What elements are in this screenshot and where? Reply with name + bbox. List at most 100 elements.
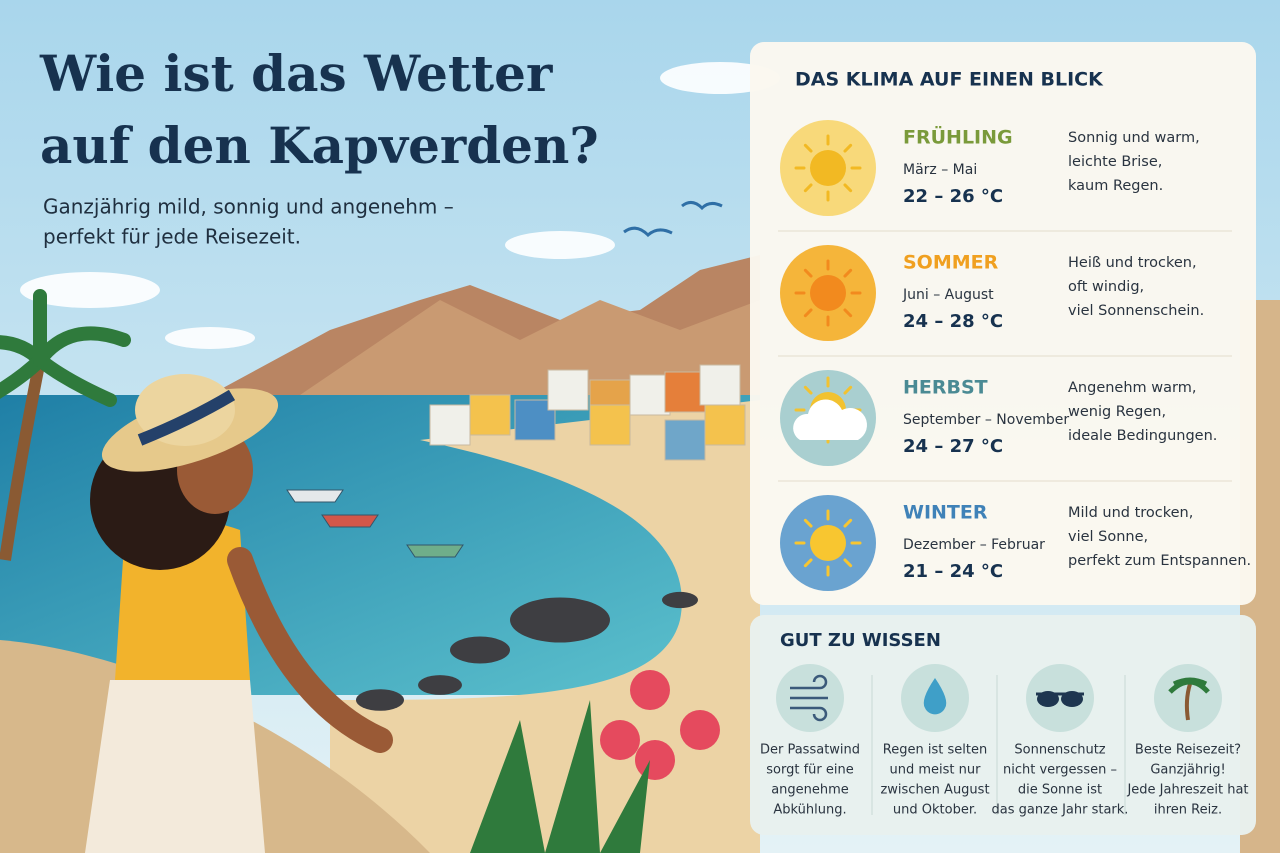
house xyxy=(664,419,706,461)
cloud-icon xyxy=(793,399,867,440)
season-description: ideale Bedingungen. xyxy=(1068,428,1217,444)
tip-icon-bg xyxy=(1026,664,1094,732)
season-description: viel Sonnenschein. xyxy=(1068,303,1204,319)
bird xyxy=(623,226,673,238)
sun-ray xyxy=(843,143,853,153)
sun xyxy=(810,150,846,186)
sun-ray xyxy=(803,385,813,395)
sun-ray xyxy=(843,558,853,568)
subtitle-line: perfekt für jede Reisezeit. xyxy=(43,225,301,249)
woman-arm xyxy=(227,547,393,753)
cloud xyxy=(20,272,160,308)
tip-text: Jede Jahreszeit hat xyxy=(1126,783,1248,798)
climate-panel: DAS KLIMA AUF EINEN BLICK FRÜHLING März – … xyxy=(750,42,1256,835)
title-line: auf den Kapverden? xyxy=(40,116,599,175)
season-name: HERBST xyxy=(903,377,988,399)
season-description: oft windig, xyxy=(1068,279,1144,295)
rock xyxy=(510,597,610,643)
season-temps: 22 – 26 °C xyxy=(903,186,1003,207)
rock xyxy=(662,591,698,609)
sun-ray xyxy=(803,183,813,193)
house xyxy=(629,374,671,416)
season-months: März – Mai xyxy=(903,162,977,178)
cloud xyxy=(165,327,255,349)
drop-icon xyxy=(923,678,947,715)
season-temps: 24 – 28 °C xyxy=(903,311,1003,332)
sun xyxy=(810,525,846,561)
tips-card xyxy=(750,615,1256,835)
sun-ray xyxy=(803,308,813,318)
season-name: SOMMER xyxy=(903,252,999,274)
flower xyxy=(600,720,640,760)
house xyxy=(547,369,589,411)
tip-text: angenehme xyxy=(771,783,849,798)
tip-text: und meist nur xyxy=(890,763,982,778)
hat-band xyxy=(137,389,236,446)
boat xyxy=(321,514,379,528)
house xyxy=(589,404,631,446)
season-description: perfekt zum Entspannen. xyxy=(1068,553,1251,569)
flower xyxy=(630,670,670,710)
tip-text: nicht vergessen – xyxy=(1003,763,1117,778)
tip-text: Der Passatwind xyxy=(760,743,860,758)
wind-icon xyxy=(790,674,828,690)
tip-text: sorgt für eine xyxy=(766,763,853,778)
flower xyxy=(680,710,720,750)
tip-text: Beste Reisezeit? xyxy=(1135,743,1241,758)
rock xyxy=(418,675,462,695)
season-months: Dezember – Februar xyxy=(903,537,1045,553)
season-description: Angenehm warm, xyxy=(1068,380,1196,396)
sun-ray xyxy=(843,183,853,193)
card xyxy=(750,42,1256,605)
wind-icon xyxy=(790,706,828,722)
season-months: Juni – August xyxy=(902,287,994,303)
tip-text: die Sonne ist xyxy=(1018,783,1102,798)
rock xyxy=(450,636,510,664)
palm-trunk xyxy=(0,358,46,561)
sun-ray xyxy=(803,143,813,153)
house xyxy=(704,404,746,446)
season-description: Mild und trocken, xyxy=(1068,505,1193,521)
season-description: leichte Brise, xyxy=(1068,154,1162,170)
sun-ray xyxy=(843,385,853,395)
woman-skirt xyxy=(85,680,265,853)
boat xyxy=(406,544,464,558)
flower xyxy=(635,740,675,780)
season-temps: 21 – 24 °C xyxy=(903,561,1003,582)
rock xyxy=(356,689,404,711)
cloud xyxy=(505,231,615,259)
boat xyxy=(286,489,344,503)
tip-text: Sonnenschutz xyxy=(1014,743,1105,758)
sun-ray xyxy=(843,308,853,318)
sun-ray xyxy=(803,518,813,528)
subtitle-line: Ganzjährig mild, sonnig und angenehm – xyxy=(43,195,454,219)
season-months: September – November xyxy=(903,412,1069,428)
tip-text: zwischen August xyxy=(880,783,989,798)
sun-ray xyxy=(803,268,813,278)
tip-text: Ganzjährig! xyxy=(1150,763,1225,778)
season-description: Heiß und trocken, xyxy=(1068,255,1197,271)
palm-icon xyxy=(1184,683,1192,721)
agave xyxy=(470,700,650,853)
sun-ray xyxy=(843,518,853,528)
season-description: kaum Regen. xyxy=(1068,178,1163,194)
season-description: wenig Regen, xyxy=(1068,404,1166,420)
tip-text: Regen ist selten xyxy=(883,743,987,758)
tip-text: das ganze Jahr stark. xyxy=(992,803,1129,818)
sun-ray xyxy=(803,558,813,568)
bird xyxy=(681,201,723,211)
house xyxy=(469,394,511,436)
house xyxy=(664,371,706,413)
sun xyxy=(810,275,846,311)
season-name: FRÜHLING xyxy=(903,125,1013,149)
palm-icon xyxy=(1168,677,1210,694)
beach xyxy=(330,400,760,853)
house xyxy=(699,364,741,406)
card-title: DAS KLIMA AUF EINEN BLICK xyxy=(795,69,1104,91)
season-name: WINTER xyxy=(903,502,988,524)
house xyxy=(429,404,471,446)
tips-title: GUT ZU WISSEN xyxy=(780,630,941,651)
sun-ray xyxy=(843,268,853,278)
tip-text: ihren Reiz. xyxy=(1154,803,1222,818)
